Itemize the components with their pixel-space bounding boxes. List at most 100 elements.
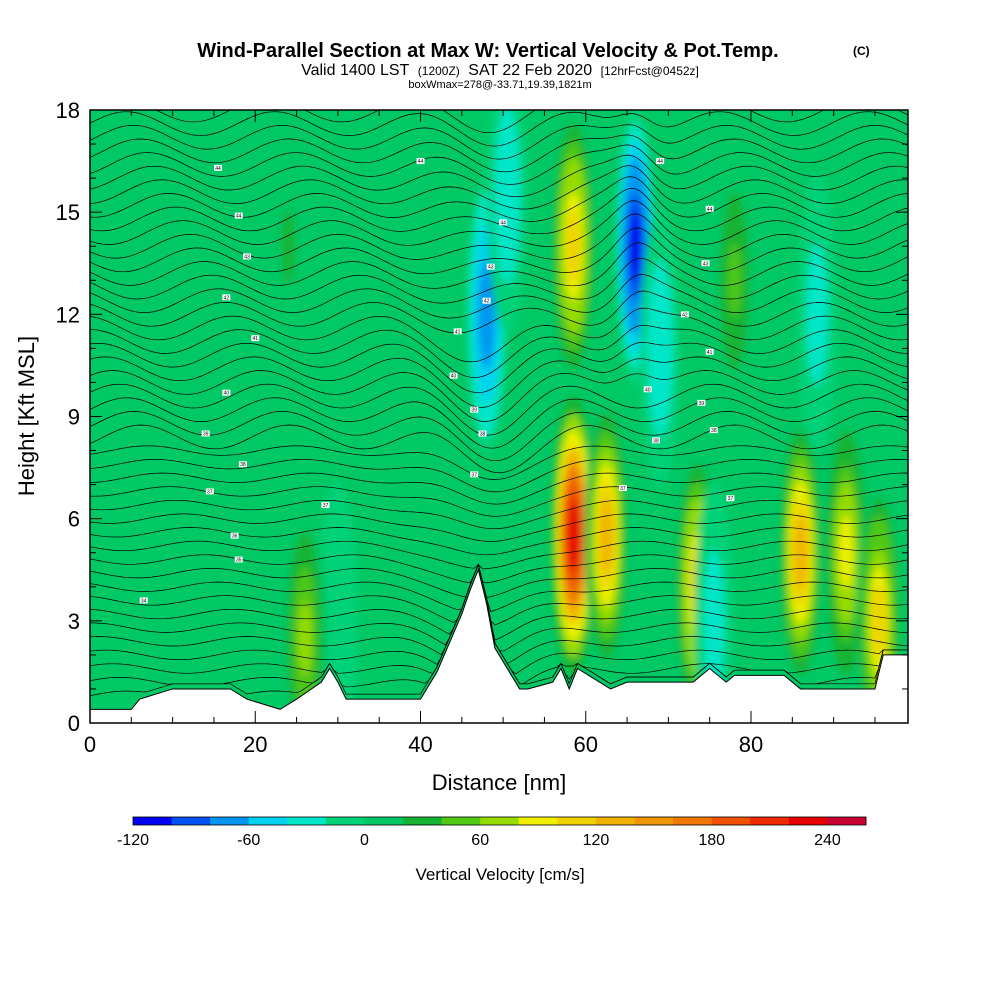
theta-label: 42	[681, 311, 689, 318]
theta-label-text: 37	[728, 496, 734, 502]
colorbar-swatch	[442, 817, 481, 825]
theta-label: 37	[726, 495, 734, 502]
theta-label: 44	[706, 206, 714, 213]
x-tick-label: 60	[574, 732, 598, 757]
theta-label-text: 34	[141, 598, 147, 604]
theta-label: 40	[450, 373, 458, 380]
theta-label-text: 38	[240, 462, 246, 468]
y-tick-label: 12	[56, 302, 80, 327]
x-tick-label: 80	[739, 732, 763, 757]
theta-label-text: 37	[207, 489, 213, 495]
theta-label: 41	[706, 349, 714, 356]
theta-label-text: 41	[252, 336, 258, 342]
copyright-mark: (C)	[853, 44, 870, 58]
theta-label: 38	[478, 431, 486, 438]
theta-label-text: 38	[711, 428, 717, 434]
theta-label: 44	[656, 158, 664, 165]
w-band	[332, 584, 345, 658]
theta-label-text: 44	[236, 214, 242, 220]
colorbar-label: Vertical Velocity [cm/s]	[415, 865, 584, 884]
theta-label: 40	[644, 386, 652, 393]
colorbar-swatch	[210, 817, 249, 825]
theta-label: 41	[454, 328, 462, 335]
x-axis-label: Distance [nm]	[432, 770, 567, 795]
colorbar-swatch	[133, 817, 172, 825]
colorbar-swatch	[403, 817, 442, 825]
colorbar-swatch	[596, 817, 635, 825]
w-band	[873, 584, 886, 658]
valid-utc: (1200Z)	[418, 64, 460, 78]
theta-label: 38	[239, 461, 247, 468]
theta-label: 42	[483, 298, 491, 305]
theta-label: 44	[417, 158, 425, 165]
colorbar-tick-label: 120	[583, 832, 610, 849]
theta-label-text: 37	[620, 486, 626, 492]
theta-label: 34	[140, 597, 148, 604]
theta-label-text: 37	[471, 472, 477, 478]
theta-label: 37	[321, 502, 329, 509]
theta-label: 38	[710, 427, 718, 434]
theta-label: 39	[470, 407, 478, 414]
y-axis-label: Height [Kft MSL]	[14, 336, 39, 496]
theta-label-text: 44	[500, 220, 506, 226]
colorbar-swatch	[557, 817, 596, 825]
w-band	[728, 243, 741, 317]
w-band	[811, 277, 824, 351]
w-band	[480, 277, 493, 351]
w-feature	[551, 106, 595, 386]
theta-label-text: 42	[682, 312, 688, 318]
colorbar-swatch	[827, 817, 866, 825]
theta-label: 35	[235, 557, 243, 564]
theta-label: 43	[702, 260, 710, 267]
w-feature	[487, 55, 527, 335]
theta-label: 42	[222, 294, 230, 301]
colorbar-tick-labels: -120-60060120180240	[117, 832, 841, 849]
theta-label-text: 40	[224, 391, 230, 397]
chart-title: Wind-Parallel Section at Max W: Vertical…	[197, 40, 778, 62]
colorbar-swatch	[364, 817, 403, 825]
colorbar-swatch	[635, 817, 674, 825]
colorbar-swatch	[789, 817, 828, 825]
theta-label-text: 38	[653, 438, 659, 444]
valid-prefix: Valid 1400 LST	[301, 62, 409, 79]
w-feature	[584, 396, 628, 676]
theta-label-text: 44	[215, 166, 221, 172]
theta-label: 40	[222, 390, 230, 397]
theta-label-text: 40	[645, 387, 651, 393]
w-feature	[266, 106, 310, 386]
theta-label: 43	[487, 264, 495, 271]
theta-label: 37	[619, 485, 627, 492]
y-tick-label: 9	[68, 405, 80, 430]
theta-label-text: 43	[703, 261, 709, 267]
theta-label: 39	[202, 431, 210, 438]
x-tick-label: 40	[408, 732, 432, 757]
theta-label: 44	[499, 219, 507, 226]
theta-label-text: 41	[455, 329, 461, 335]
colorbar-swatch	[287, 817, 326, 825]
w-band	[282, 209, 295, 283]
theta-label: 36	[231, 533, 239, 540]
colorbar-swatch	[326, 817, 365, 825]
y-tick-label: 0	[68, 711, 80, 736]
theta-label-text: 35	[236, 558, 242, 564]
colorbar-swatch	[480, 817, 519, 825]
w-band	[654, 311, 667, 385]
y-tick-label: 6	[68, 507, 80, 532]
theta-label: 39	[697, 400, 705, 407]
colorbar-swatch	[249, 817, 288, 825]
box-info: boxWmax=278@-33.71,19.39,1821m	[408, 79, 591, 91]
theta-label-text: 44	[418, 159, 424, 165]
theta-label: 44	[214, 165, 222, 172]
w-band	[708, 584, 721, 658]
colorbar-tick-label: 0	[360, 832, 369, 849]
y-tick-label: 3	[68, 609, 80, 634]
theta-label-text: 39	[471, 408, 477, 414]
colorbar-swatch	[519, 817, 558, 825]
theta-label-text: 38	[480, 432, 486, 438]
theta-label: 37	[470, 471, 478, 478]
valid-time-line: Valid 1400 LST (1200Z) SAT 22 Feb 2020 […	[301, 62, 699, 79]
y-tick-label: 15	[56, 200, 80, 225]
valid-date: SAT 22 Feb 2020	[468, 62, 592, 79]
theta-label-text: 43	[244, 254, 250, 260]
